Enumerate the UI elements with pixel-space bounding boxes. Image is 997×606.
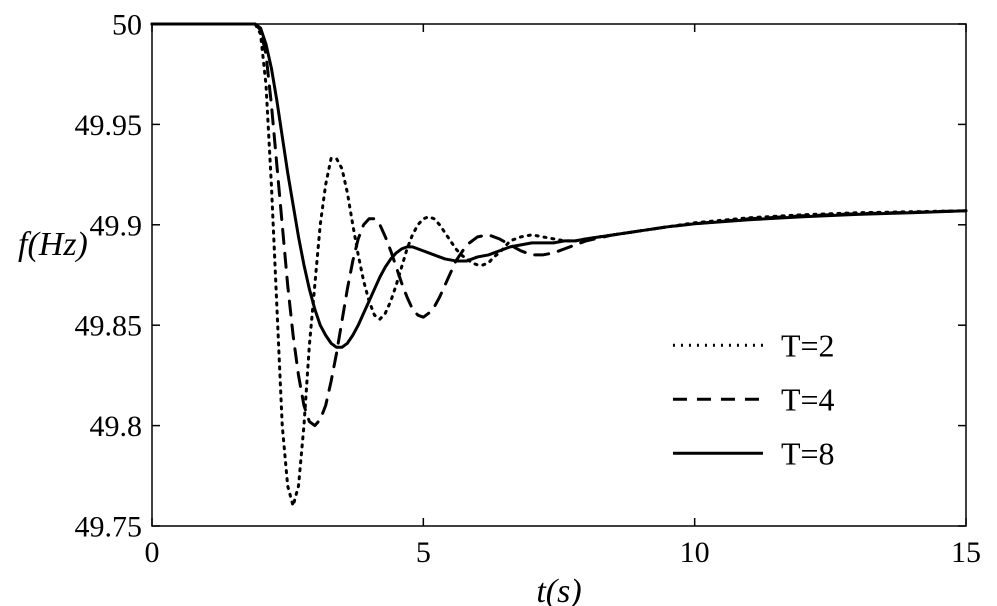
y-tick-label: 50: [112, 9, 142, 42]
x-tick-label: 15: [951, 536, 981, 569]
frequency-response-chart: 0 5 10 15 49.75 49.8 49.85 49.9 49.95 50 t(s) f(Hz)…: [0, 0, 997, 606]
x-tick-label: 5: [416, 536, 431, 569]
legend-label: T=4: [781, 381, 835, 417]
y-tick-label: 49.8: [90, 410, 143, 443]
y-tick-label: 49.9: [90, 209, 143, 242]
y-tick-label: 49.95: [75, 109, 143, 142]
x-axis-title: t(s): [536, 573, 581, 606]
plot-frame: [152, 24, 966, 526]
x-tick-label: 0: [145, 536, 160, 569]
x-tick-label: 10: [680, 536, 710, 569]
series-t-8: [152, 24, 966, 347]
chart-svg: 0 5 10 15 49.75 49.8 49.85 49.9 49.95 50 t(s) f(Hz)…: [0, 0, 997, 606]
y-axis-title: f(Hz): [18, 226, 88, 263]
y-tick-label: 49.75: [75, 511, 143, 544]
legend-label: T=2: [781, 327, 835, 363]
legend-label: T=8: [781, 435, 835, 471]
y-tick-label: 49.85: [75, 310, 143, 343]
series-t-2: [152, 24, 966, 506]
